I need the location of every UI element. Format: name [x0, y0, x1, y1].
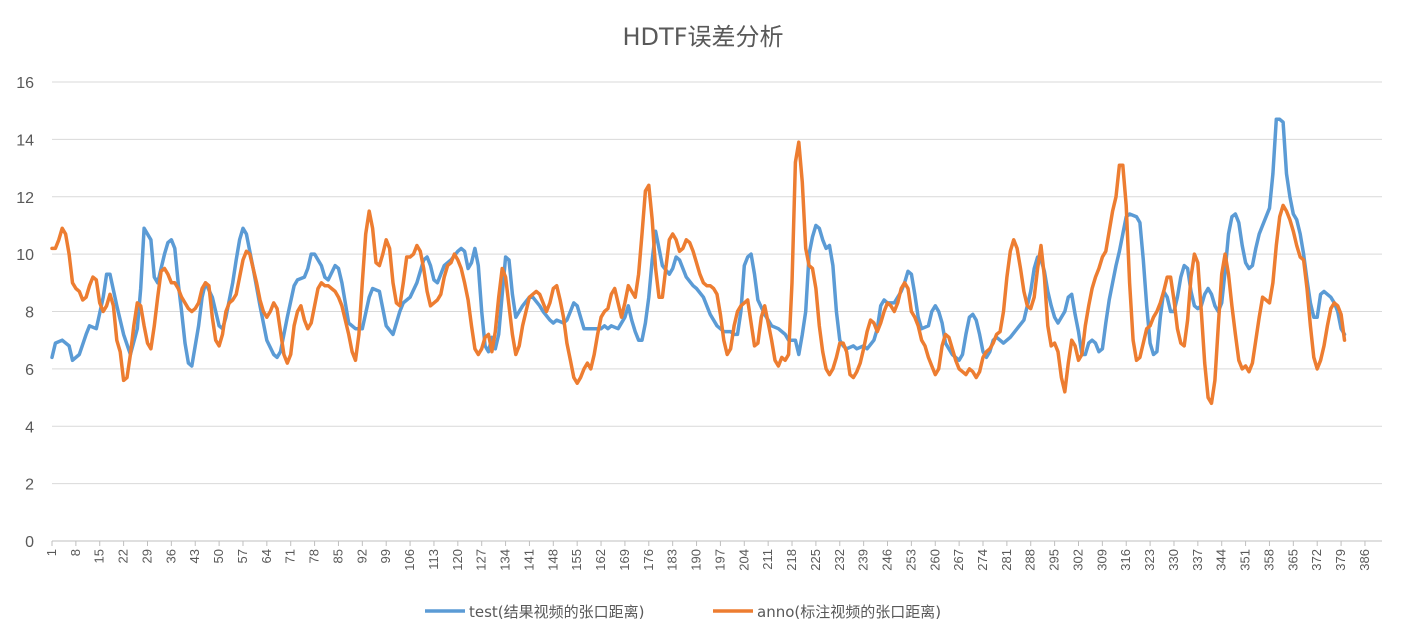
x-tick-label: 113 [426, 549, 441, 570]
y-tick-label: 16 [16, 75, 34, 92]
x-tick-label: 183 [665, 549, 680, 571]
x-tick-label: 295 [1047, 549, 1062, 571]
x-tick-label: 92 [354, 549, 369, 563]
x-tick-label: 22 [116, 549, 131, 563]
x-tick-label: 309 [1094, 549, 1109, 571]
x-tick-label: 323 [1142, 549, 1157, 571]
x-tick-label: 99 [378, 549, 393, 563]
y-tick-label: 8 [25, 305, 34, 322]
x-tick-label: 204 [736, 549, 751, 571]
y-tick-label: 12 [16, 190, 34, 207]
x-tick-label: 302 [1070, 549, 1085, 571]
x-tick-label: 379 [1333, 549, 1348, 571]
x-tick-label: 351 [1238, 549, 1253, 571]
x-tick-label: 64 [259, 549, 274, 563]
x-tick-label: 8 [68, 549, 83, 556]
x-tick-label: 85 [330, 549, 345, 563]
y-tick-label: 10 [16, 247, 34, 264]
x-tick-label: 162 [593, 549, 608, 571]
x-tick-label: 246 [880, 549, 895, 571]
x-tick-label: 57 [235, 549, 250, 563]
x-tick-label: 218 [784, 549, 799, 571]
x-tick-label: 260 [927, 549, 942, 571]
x-tick-label: 134 [498, 549, 513, 571]
chart-title: HDTF误差分析 [623, 23, 784, 51]
x-tick-label: 50 [211, 549, 226, 563]
x-tick-label: 176 [641, 549, 656, 571]
x-tick-label: 1 [44, 549, 59, 556]
y-axis-ticks: 0 2 4 6 8 10 12 14 16 [16, 75, 34, 551]
y-tick-label: 14 [16, 132, 34, 149]
y-tick-label: 2 [25, 477, 34, 494]
x-tick-label: 141 [521, 549, 536, 571]
y-tick-label: 0 [25, 534, 34, 551]
x-tick-label: 169 [617, 549, 632, 571]
x-tick-label: 281 [999, 549, 1014, 571]
x-tick-label: 78 [307, 549, 322, 563]
series-lines [50, 117, 1347, 406]
x-tick-label: 344 [1214, 549, 1229, 571]
x-tick-label: 372 [1309, 549, 1324, 571]
x-tick-label: 386 [1357, 549, 1372, 571]
x-tick-label: 36 [163, 549, 178, 563]
x-tick-label: 267 [951, 549, 966, 571]
x-tick-label: 330 [1166, 549, 1181, 571]
x-axis-ticks: 1 8 15 22 29 36 43 50 57 64 71 78 85 92 99 106 113 120 127… [44, 541, 1372, 571]
x-tick-label: 148 [545, 549, 560, 571]
x-tick-label: 274 [975, 549, 990, 571]
x-tick-label: 106 [402, 549, 417, 571]
series-line-test [50, 117, 1347, 368]
x-tick-label: 29 [139, 549, 154, 563]
x-tick-label: 155 [569, 549, 584, 571]
x-tick-label: 365 [1285, 549, 1300, 571]
x-tick-label: 225 [808, 549, 823, 571]
series-line-anno [50, 140, 1347, 406]
x-tick-label: 43 [187, 549, 202, 563]
legend-label: anno(标注视频的张口距离) [757, 603, 941, 621]
x-tick-label: 127 [474, 549, 489, 571]
legend: test(结果视频的张口距离) anno(标注视频的张口距离) [425, 603, 941, 621]
x-tick-label: 197 [712, 549, 727, 571]
x-tick-label: 253 [903, 549, 918, 571]
gridlines [52, 81, 1382, 542]
x-tick-label: 316 [1118, 549, 1133, 571]
x-tick-label: 190 [689, 549, 704, 571]
x-tick-label: 337 [1190, 549, 1205, 571]
x-tick-label: 211 [760, 549, 775, 570]
x-tick-label: 232 [832, 549, 847, 571]
x-tick-label: 239 [856, 549, 871, 571]
x-tick-label: 358 [1261, 549, 1276, 571]
x-tick-label: 71 [283, 549, 298, 563]
y-tick-label: 6 [25, 362, 34, 379]
legend-label: test(结果视频的张口距离) [469, 603, 645, 621]
x-tick-label: 15 [92, 549, 107, 563]
x-tick-label: 288 [1023, 549, 1038, 571]
x-tick-label: 120 [450, 549, 465, 571]
y-tick-label: 4 [25, 419, 34, 436]
